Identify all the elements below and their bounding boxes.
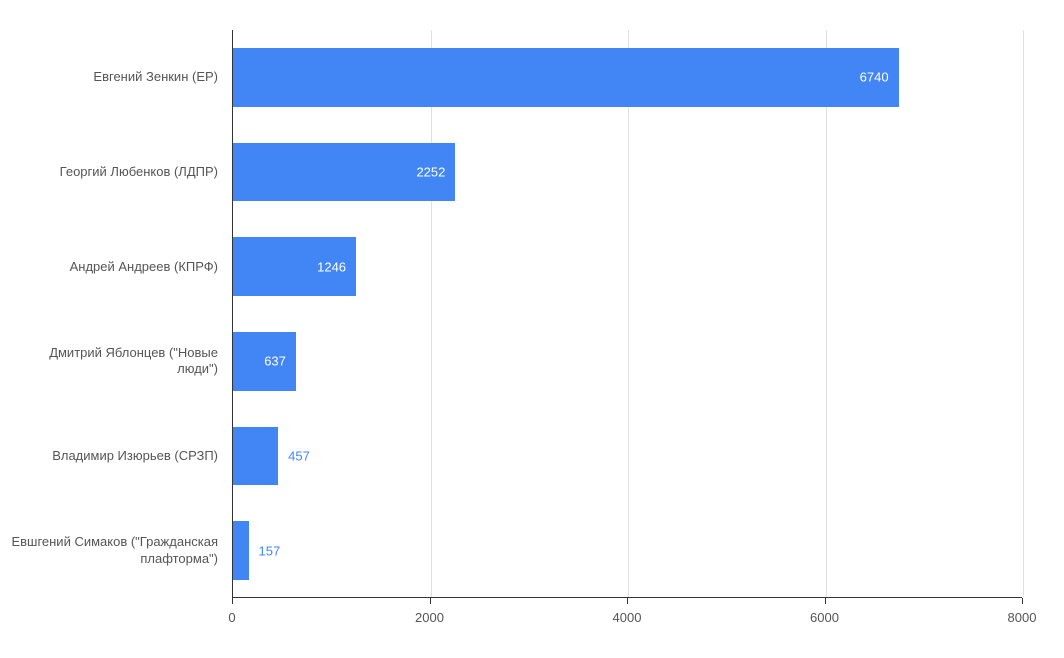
x-tick-label: 6000 <box>810 610 839 625</box>
bar <box>233 521 249 580</box>
y-axis-label: Евгений Зенкин (ЕР) <box>8 30 218 125</box>
bar-row: 157 <box>233 521 1022 580</box>
bar: 1246 <box>233 237 356 296</box>
bar: 2252 <box>233 143 455 202</box>
x-tick-mark <box>825 598 826 604</box>
bar-value-label: 2252 <box>416 164 445 179</box>
x-tick-mark <box>232 598 233 604</box>
y-axis-label: Дмитрий Яблонцев ("Новые люди") <box>8 314 218 409</box>
bar-value-label: 457 <box>288 448 310 463</box>
bar-value-label: 1246 <box>317 259 346 274</box>
y-axis-label: Андрей Андреев (КПРФ) <box>8 219 218 314</box>
y-axis-label: Евшгений Симаков ("Гражданская плафторма… <box>8 503 218 598</box>
bar-value-label: 637 <box>264 354 286 369</box>
x-tick-label: 2000 <box>415 610 444 625</box>
bar-value-label: 157 <box>259 543 281 558</box>
gridline <box>431 30 432 597</box>
bar-row: 6740 <box>233 48 1022 107</box>
y-axis-label: Георгий Любенков (ЛДПР) <box>8 125 218 220</box>
bar-row: 637 <box>233 332 1022 391</box>
gridline <box>628 30 629 597</box>
x-tick-mark <box>627 598 628 604</box>
bar: 637 <box>233 332 296 391</box>
bar: 6740 <box>233 48 899 107</box>
bar <box>233 427 278 486</box>
x-tick-mark <box>430 598 431 604</box>
bar-value-label: 6740 <box>860 70 889 85</box>
plot-area: 6740 2252 1246 637 457 157 <box>232 30 1022 598</box>
gridline <box>826 30 827 597</box>
bar-row: 1246 <box>233 237 1022 296</box>
x-tick-label: 4000 <box>613 610 642 625</box>
x-tick-label: 8000 <box>1008 610 1037 625</box>
bar-chart: 6740 2252 1246 637 457 157 Евгений Зенкин (ЕР… <box>0 0 1064 658</box>
gridline <box>1023 30 1024 597</box>
x-tick-label: 0 <box>228 610 235 625</box>
bar-row: 457 <box>233 427 1022 486</box>
x-tick-mark <box>1022 598 1023 604</box>
y-axis-label: Владимир Изюрьев (СРЗП) <box>8 409 218 504</box>
bar-row: 2252 <box>233 143 1022 202</box>
